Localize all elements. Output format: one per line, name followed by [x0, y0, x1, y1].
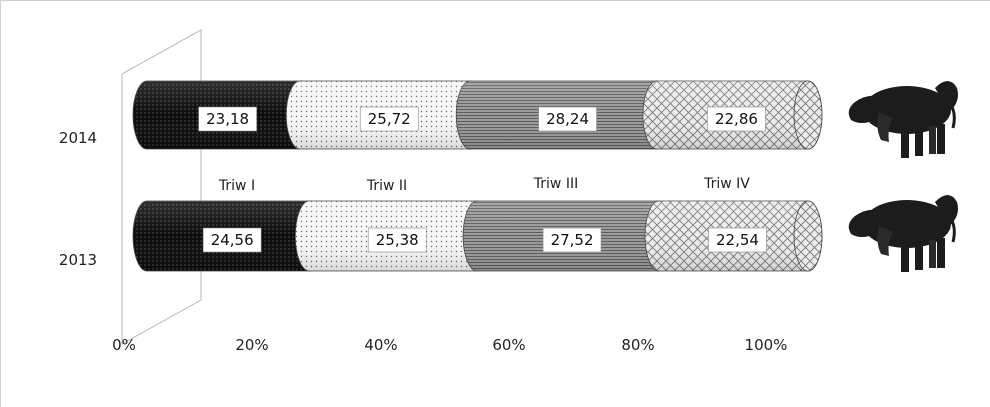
chart-back-wall: [121, 29, 202, 345]
data-label-2013-1: 24,56: [211, 231, 254, 249]
bar-end-cap-2013: [793, 200, 823, 272]
data-label-box-2013-4: [708, 227, 767, 253]
cow-icon: [848, 81, 958, 158]
series-label-triw-3: Triw III: [533, 176, 578, 192]
x-axis: 0% 20% 40% 60% 80% 100%: [112, 336, 787, 354]
data-label-box-2014-2: [359, 106, 419, 132]
category-label-2013: 2013: [59, 251, 97, 269]
data-label-2013-4: 22,54: [716, 231, 759, 249]
x-tick-40: 40%: [364, 336, 397, 354]
labels-layer: 23,18 25,72 28,24 22,86 24,56 25,38 27,52 22,54: [198, 106, 767, 253]
data-label-2014-3: 28,24: [546, 110, 589, 128]
data-label-box-2013-2: [367, 227, 427, 253]
data-label-box-2014-3: [538, 106, 597, 132]
data-label-2014-2: 25,72: [368, 110, 411, 128]
x-tick-0: 0%: [112, 336, 136, 354]
data-label-2014-1: 23,18: [206, 110, 249, 128]
x-tick-60: 60%: [492, 336, 525, 354]
data-label-box-2013-3: [542, 227, 602, 253]
series-label-triw-4: Triw IV: [703, 176, 750, 192]
x-tick-80: 80%: [621, 336, 654, 354]
data-label-box-2014-4: [707, 106, 766, 132]
series-labels: Triw I Triw II Triw III Triw IV: [218, 176, 750, 194]
series-label-triw-2: Triw II: [366, 178, 407, 194]
data-label-2013-3: 27,52: [551, 231, 594, 249]
category-label-2014: 2014: [59, 129, 97, 147]
x-tick-100: 100%: [745, 336, 788, 354]
cow-icon: [848, 195, 958, 272]
data-label-box-2013-1: [202, 227, 262, 253]
series-label-triw-1: Triw I: [218, 178, 255, 194]
bar-end-cap-2014: [793, 80, 823, 150]
data-label-box-2014-1: [198, 106, 257, 132]
x-tick-20: 20%: [235, 336, 268, 354]
data-label-2014-4: 22,86: [715, 110, 758, 128]
data-label-2013-2: 25,38: [376, 231, 419, 249]
